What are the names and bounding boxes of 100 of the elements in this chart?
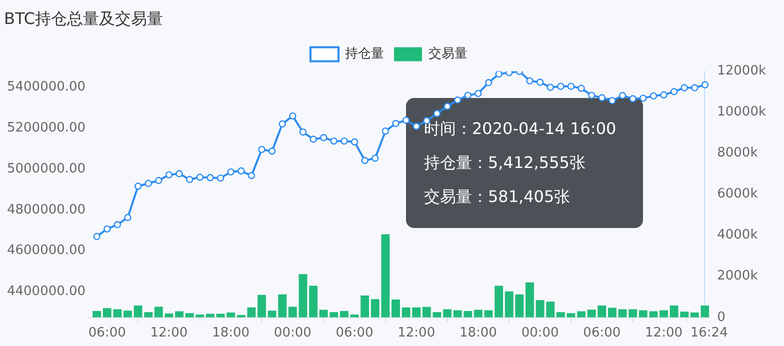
bar	[577, 311, 586, 318]
legend-label: 持仓量	[345, 46, 384, 62]
point	[227, 168, 234, 176]
bar	[556, 312, 565, 318]
point	[330, 137, 338, 145]
annotation: 交易量：581,405张	[424, 186, 572, 208]
y-tick-label: 4800000.00	[6, 202, 86, 218]
x-tick-label: 00:00	[521, 326, 559, 341]
x-tick-label: 12:00	[398, 326, 436, 341]
point	[278, 120, 286, 128]
x-tick-label: 12:00	[150, 326, 188, 341]
point	[93, 232, 100, 240]
point	[320, 134, 328, 142]
bar	[124, 310, 132, 318]
point	[238, 167, 245, 175]
point	[186, 176, 194, 184]
point	[670, 88, 678, 96]
point	[124, 214, 132, 222]
bar	[700, 305, 710, 318]
y2-tick-label: 2000k	[717, 268, 758, 284]
point	[618, 92, 626, 100]
point	[144, 180, 152, 187]
point	[474, 90, 482, 98]
point	[691, 84, 698, 92]
bar	[340, 311, 348, 318]
point	[433, 110, 441, 118]
y2-tick-label: 0	[717, 310, 726, 325]
point	[660, 91, 668, 98]
bar	[206, 314, 214, 318]
bar	[226, 312, 236, 318]
legend-label: 交易量	[428, 46, 468, 62]
point	[650, 92, 658, 100]
y2-tick-label: 6000k	[717, 186, 758, 202]
x-tick-label: 18:00	[459, 326, 497, 341]
x-tick-label: 00:00	[274, 326, 312, 341]
point	[526, 77, 534, 84]
point	[382, 127, 390, 135]
bar	[288, 306, 297, 318]
y-tick-label: 4400000.00	[6, 284, 86, 300]
bar	[392, 300, 400, 318]
bar	[526, 282, 534, 318]
point	[557, 82, 564, 90]
point	[578, 84, 585, 92]
point	[104, 225, 111, 233]
bar	[309, 286, 318, 318]
bar	[258, 294, 266, 318]
bar	[474, 310, 482, 318]
annotation: 持仓量：5,412,555张	[424, 152, 586, 174]
bar	[422, 306, 431, 318]
point	[402, 116, 410, 124]
point	[176, 170, 183, 178]
bar	[298, 274, 308, 318]
bar	[216, 314, 225, 318]
bar	[92, 311, 102, 318]
point	[340, 137, 348, 145]
point	[598, 94, 606, 102]
point	[464, 92, 472, 99]
bar	[660, 310, 668, 318]
y-tick-label: 5400000.00	[6, 80, 86, 95]
x-tick-label: 06:00	[88, 326, 126, 341]
bar	[608, 308, 616, 318]
point	[444, 102, 451, 110]
point	[196, 174, 204, 181]
y-tick-label: 5000000.00	[6, 161, 86, 176]
point	[640, 94, 647, 102]
y-tick-label: 4600000.00	[6, 243, 86, 258]
bar	[690, 312, 699, 318]
point	[258, 146, 266, 154]
point	[680, 84, 688, 92]
point	[310, 136, 317, 143]
point	[546, 84, 554, 91]
point	[608, 97, 616, 104]
point	[248, 172, 256, 180]
point	[701, 81, 709, 88]
point	[454, 96, 462, 104]
x-tick-label: 06:00	[583, 326, 621, 341]
point	[629, 95, 636, 102]
point	[165, 171, 173, 178]
point	[216, 174, 224, 182]
bar	[360, 295, 370, 318]
point	[567, 82, 575, 90]
chart-title: BTC持仓总量及交易量	[4, 8, 163, 28]
point	[361, 156, 368, 164]
y-tick-label: 5200000.00	[6, 120, 86, 136]
x-tick-label: 18:00	[212, 326, 250, 341]
point	[536, 78, 544, 86]
point	[155, 176, 162, 184]
x-tick-label: 16:24	[690, 326, 728, 341]
point	[268, 147, 276, 155]
point	[350, 138, 358, 146]
point	[412, 122, 420, 130]
y2-tick-label: 12000k	[717, 64, 766, 79]
point	[289, 112, 296, 120]
point	[114, 221, 122, 228]
x-tick-label: 12:00	[645, 326, 682, 341]
point	[299, 128, 307, 136]
point	[372, 154, 379, 162]
bar	[443, 309, 452, 318]
point	[484, 79, 492, 86]
y2-tick-label: 10000k	[717, 104, 766, 120]
